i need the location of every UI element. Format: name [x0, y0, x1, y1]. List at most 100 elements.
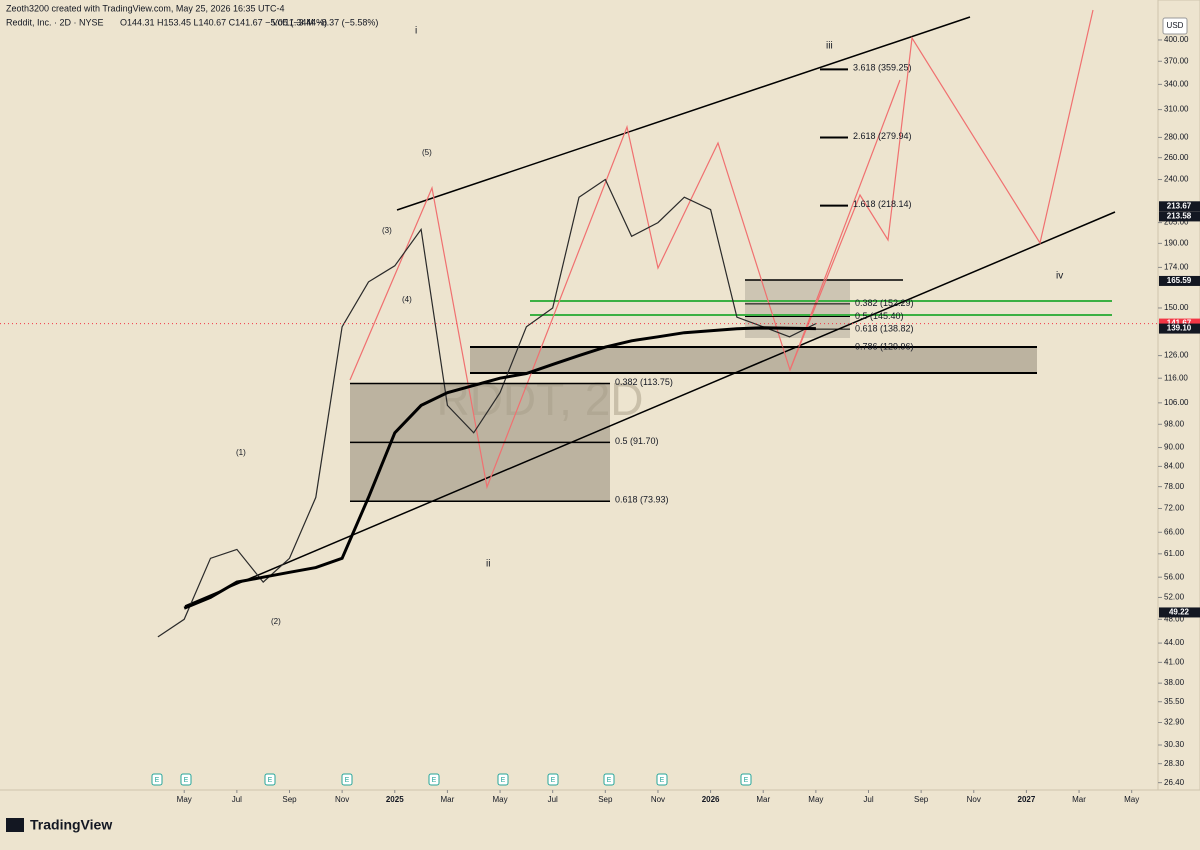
price-tag-label: 213.67	[1167, 201, 1192, 210]
x-tick-label: May	[492, 795, 507, 804]
fib-label: 1.618 (218.14)	[853, 199, 912, 209]
wave-label: i	[415, 26, 417, 37]
event-label: E	[155, 777, 160, 784]
y-tick-label: 116.00	[1164, 373, 1188, 382]
price-tag-label: 165.59	[1167, 276, 1192, 285]
support-zone	[470, 347, 1037, 373]
price-tag	[1159, 607, 1200, 618]
price-tag	[1159, 318, 1200, 329]
event-icon	[603, 773, 615, 786]
y-tick-label: 72.00	[1164, 504, 1185, 513]
y-tick-label: 126.00	[1164, 351, 1189, 360]
x-tick-label: Nov	[335, 795, 349, 804]
price-tag-label: 49.22	[1169, 608, 1190, 617]
currency[interactable]: USD	[1167, 21, 1184, 30]
y-tick-label: 150.00	[1164, 303, 1189, 312]
event-icon	[547, 773, 559, 786]
event-label: E	[660, 777, 665, 784]
y-tick-label: 190.00	[1164, 238, 1189, 247]
y-tick-label: 310.00	[1164, 105, 1189, 114]
y-tick-label: 32.90	[1164, 718, 1185, 727]
wave-projection	[789, 79, 901, 371]
y-tick-label: 370.00	[1164, 56, 1189, 65]
x-tick-label: May	[808, 795, 823, 804]
wave-label: iii	[826, 41, 833, 52]
y-tick-label: 61.00	[1164, 549, 1185, 558]
event-icon	[264, 773, 276, 786]
moving-average	[183, 326, 816, 610]
x-tick-label: Mar	[1072, 795, 1086, 804]
event-icon	[341, 773, 353, 786]
y-tick-label: 30.30	[1164, 740, 1185, 749]
fib-label: 0.786 (129.96)	[855, 342, 914, 352]
brand: TradingView	[30, 817, 112, 833]
wave-label: (3)	[382, 226, 392, 235]
event-label: E	[432, 777, 437, 784]
y-tick-label: 84.00	[1164, 462, 1185, 471]
y-tick-label: 400.00	[1164, 35, 1189, 44]
currency-box[interactable]	[1162, 17, 1188, 35]
fib-label: 0.5 (91.70)	[615, 436, 659, 446]
y-tick-label: 174.00	[1164, 263, 1189, 272]
y-tick-label: 35.50	[1164, 697, 1185, 706]
event-icon	[151, 773, 163, 786]
fib-label: 3.618 (359.25)	[853, 63, 912, 73]
fib-label: 0.382 (113.75)	[615, 377, 673, 387]
price-tag	[1159, 201, 1200, 212]
y-tick-label: 26.40	[1164, 778, 1185, 787]
x-tick-label: 2025	[386, 795, 404, 804]
price-tag-label: 213.58	[1167, 212, 1192, 221]
x-tick-label: Jul	[863, 795, 873, 804]
y-tick-label: 28.30	[1164, 759, 1185, 768]
wave-label: ii	[486, 559, 490, 570]
y-tick-label: 90.00	[1164, 443, 1185, 452]
channel-line	[396, 16, 971, 211]
wave-label: (1)	[236, 448, 246, 457]
event-icon	[740, 773, 752, 786]
y-tick-label: 48.00	[1164, 614, 1185, 623]
fib-label: 0.618 (138.82)	[855, 324, 914, 334]
x-tick-label: Nov	[967, 795, 981, 804]
price-tag-label: 141.67	[1167, 319, 1192, 328]
x-tick-label: May	[177, 795, 192, 804]
channel-line	[184, 211, 1116, 607]
event-label: E	[184, 777, 189, 784]
wave-label: (4)	[402, 295, 412, 304]
x-tick-label: Sep	[598, 795, 613, 804]
y-tick-label: 106.00	[1164, 398, 1189, 407]
y-tick-label: 56.00	[1164, 572, 1185, 581]
x-tick-label: Sep	[914, 795, 929, 804]
y-tick-label: 78.00	[1164, 482, 1185, 491]
symbol: Reddit, Inc. · 2D · NYSE	[6, 17, 104, 27]
x-tick-label: Mar	[756, 795, 770, 804]
y-tick-label: 66.00	[1164, 527, 1185, 536]
x-tick-label: Sep	[282, 795, 297, 804]
event-icon	[656, 773, 668, 786]
x-tick-label: 2026	[702, 795, 720, 804]
x-tick-label: May	[1124, 795, 1139, 804]
event-label: E	[345, 777, 350, 784]
x-tick-label: 2027	[1018, 795, 1036, 804]
y-tick-label: 52.00	[1164, 593, 1185, 602]
price-axis	[1157, 0, 1200, 791]
price-line	[157, 178, 817, 638]
wave-label: (2)	[271, 617, 281, 626]
x-tick-label: Mar	[441, 795, 455, 804]
event-label: E	[744, 777, 749, 784]
event-icon	[180, 773, 192, 786]
fib-label: 0.382 (152.29)	[855, 298, 914, 308]
wave-label: iv	[1056, 271, 1063, 282]
price-tag	[1159, 211, 1200, 222]
event-label: E	[551, 777, 556, 784]
y-tick-label: 38.00	[1164, 678, 1185, 687]
y-tick-label: 260.00	[1164, 153, 1189, 162]
event-label: E	[607, 777, 612, 784]
y-tick-label: 240.00	[1164, 175, 1189, 184]
wave-projection	[349, 9, 1094, 490]
wave-label: (5)	[422, 148, 432, 157]
x-tick-label: Jul	[232, 795, 242, 804]
event-icon	[428, 773, 440, 786]
price-tag	[1159, 275, 1200, 286]
y-tick-label: 98.00	[1164, 419, 1185, 428]
ohlc: O144.31 H153.45 L140.67 C141.67 −5.05 (−…	[120, 17, 327, 27]
